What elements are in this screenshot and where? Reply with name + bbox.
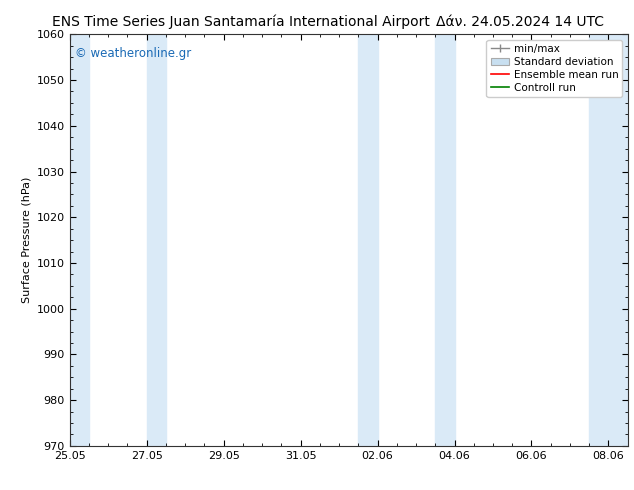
Bar xyxy=(146,34,166,446)
Bar xyxy=(70,34,89,446)
Bar xyxy=(436,34,455,446)
Text: Δάν. 24.05.2024 14 UTC: Δάν. 24.05.2024 14 UTC xyxy=(436,15,604,29)
Legend: min/max, Standard deviation, Ensemble mean run, Controll run: min/max, Standard deviation, Ensemble me… xyxy=(486,40,623,97)
Y-axis label: Surface Pressure (hPa): Surface Pressure (hPa) xyxy=(21,177,31,303)
Text: ENS Time Series Juan Santamaría International Airport: ENS Time Series Juan Santamaría Internat… xyxy=(52,15,430,29)
Bar xyxy=(589,34,628,446)
Bar xyxy=(358,34,378,446)
Text: © weatheronline.gr: © weatheronline.gr xyxy=(75,47,191,60)
